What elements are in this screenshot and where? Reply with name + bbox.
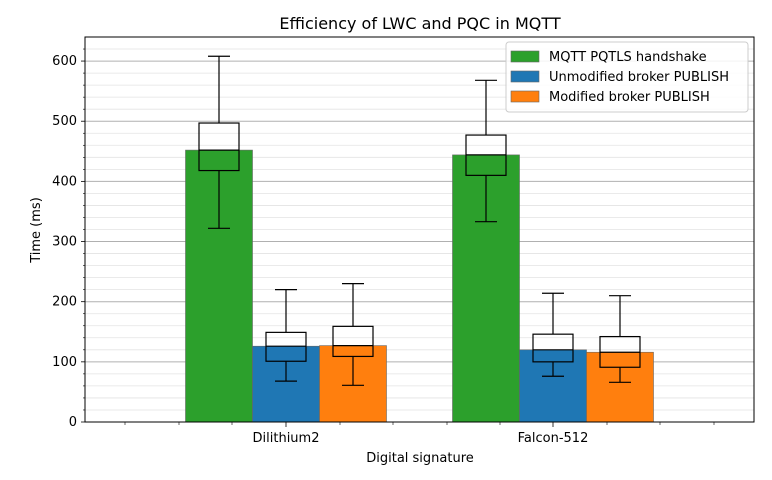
x-tick-label: Dilithium2 bbox=[253, 431, 320, 446]
bars bbox=[185, 149, 654, 423]
x-axis: Dilithium2 Falcon-512 bbox=[124, 422, 715, 446]
y-tick-label: 100 bbox=[52, 355, 77, 370]
legend: MQTT PQTLS handshake Unmodified broker PU… bbox=[505, 41, 749, 113]
y-tick-label: 500 bbox=[52, 114, 77, 129]
y-tick-label: 0 bbox=[69, 415, 77, 430]
bar bbox=[252, 345, 320, 423]
legend-label: MQTT PQTLS handshake bbox=[549, 50, 707, 65]
bar bbox=[586, 351, 654, 423]
box bbox=[332, 325, 374, 358]
chart-title: Efficiency of LWC and PQC in MQTT bbox=[279, 14, 560, 33]
legend-label: Modified broker PUBLISH bbox=[549, 90, 710, 105]
y-tick-label: 400 bbox=[52, 174, 77, 189]
box bbox=[265, 331, 307, 362]
y-tick-label: 600 bbox=[52, 54, 77, 69]
legend-box bbox=[505, 41, 749, 113]
x-axis-label: Digital signature bbox=[366, 451, 474, 466]
legend-swatch bbox=[510, 90, 540, 103]
y-tick-label: 200 bbox=[52, 295, 77, 310]
box bbox=[198, 122, 240, 172]
legend-swatch bbox=[510, 70, 540, 83]
y-tick-label: 300 bbox=[52, 235, 77, 250]
x-tick-label: Falcon-512 bbox=[518, 431, 589, 446]
legend-label: Unmodified broker PUBLISH bbox=[549, 70, 729, 85]
boxplots bbox=[198, 55, 641, 386]
legend-swatch bbox=[510, 50, 540, 63]
y-axis-label: Time (ms) bbox=[29, 197, 44, 264]
bar bbox=[519, 349, 587, 423]
box bbox=[532, 333, 574, 363]
y-axis: 0 100 200 300 400 500 600 bbox=[52, 48, 85, 430]
